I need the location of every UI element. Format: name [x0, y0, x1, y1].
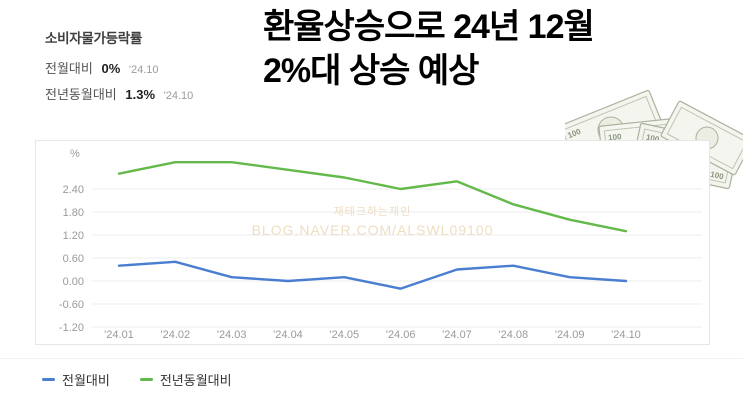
legend-label-yoy: 전년동월대비 [159, 373, 232, 388]
stat-date-yoy: '24.10 [163, 90, 194, 102]
headline-line2: 2%대 상승 예상 [263, 51, 479, 90]
headline-line1: 환율상승으로 24년 12월 [263, 8, 595, 46]
svg-text:'24.09: '24.09 [555, 329, 585, 341]
stat-row-yoy: 전년동월대비 1.3% '24.10 [45, 84, 193, 103]
stat-date-mom: '24.10 [128, 64, 159, 76]
cpi-chart: 2.40 1.80 1.20 0.60 0.00 -0.60 -1.20% '24.01 '24… [35, 140, 710, 345]
chart-legend: 전월대비 전년동월대비 [42, 370, 232, 389]
svg-text:2.40: 2.40 [63, 184, 84, 196]
legend-label-mom: 전월대비 [62, 373, 110, 388]
svg-text:'24.01: '24.01 [104, 329, 134, 341]
stat-row-mom: 전월대비 0% '24.10 [45, 58, 193, 77]
svg-text:'24.04: '24.04 [273, 329, 303, 341]
stat-label-yoy: 전년동월대비 [45, 87, 117, 102]
stat-title: 소비자물가등락률 [45, 31, 142, 46]
svg-text:-1.20: -1.20 [59, 322, 84, 334]
stat-value-yoy: 1.3% [125, 87, 156, 102]
svg-text:100: 100 [645, 133, 660, 145]
cpi-stat-block: 소비자물가등락률 전월대비 0% '24.10 전년동월대비 1.3% '24.… [45, 27, 193, 110]
legend-item-yoy: 전년동월대비 [139, 370, 232, 389]
svg-text:'24.03: '24.03 [217, 329, 247, 341]
svg-text:'24.10: '24.10 [611, 329, 641, 341]
legend-marker-yoy-icon [139, 378, 153, 381]
svg-text:1.80: 1.80 [63, 207, 84, 219]
svg-text:'24.07: '24.07 [442, 329, 472, 341]
svg-text:'24.06: '24.06 [386, 329, 416, 341]
svg-text:0.00: 0.00 [63, 276, 84, 288]
svg-text:100: 100 [709, 170, 724, 182]
svg-text:1.20: 1.20 [63, 230, 84, 242]
legend-marker-mom-icon [42, 378, 55, 381]
svg-text:%: % [70, 148, 80, 160]
stat-value-mom: 0% [101, 61, 121, 76]
stat-label-mom: 전월대비 [45, 61, 93, 76]
svg-text:'24.02: '24.02 [161, 329, 191, 341]
svg-text:-0.60: -0.60 [59, 299, 84, 311]
svg-text:'24.08: '24.08 [499, 329, 529, 341]
legend-item-mom: 전월대비 [42, 370, 110, 389]
svg-text:'24.05: '24.05 [330, 329, 360, 341]
divider [0, 358, 743, 359]
page-title: 환율상승으로 24년 12월 2%대 상승 예상 [263, 6, 738, 93]
svg-text:100: 100 [608, 132, 623, 142]
svg-text:0.60: 0.60 [63, 253, 84, 265]
cpi-chart-svg: 2.40 1.80 1.20 0.60 0.00 -0.60 -1.20% '24.01 '24… [59, 148, 702, 341]
